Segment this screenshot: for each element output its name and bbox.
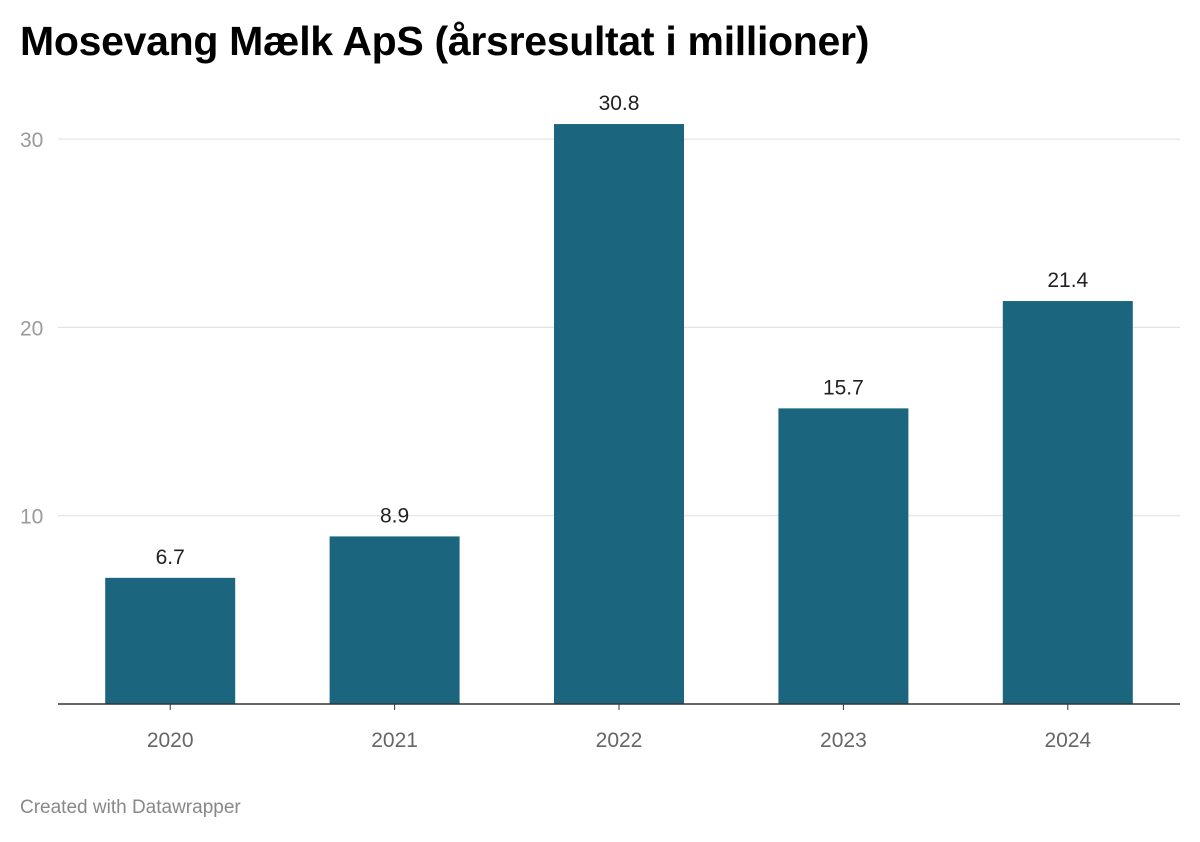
x-tick-label: 2020 — [147, 729, 194, 752]
y-tick-label: 20 — [20, 317, 43, 340]
x-tick-label: 2021 — [371, 729, 418, 752]
bar — [329, 536, 460, 704]
x-tick-label: 2022 — [596, 729, 643, 752]
x-tick-label: 2024 — [1044, 729, 1091, 752]
bar-value-label: 30.8 — [599, 92, 640, 115]
bar-value-label: 8.9 — [380, 504, 409, 527]
y-axis-ticks: 10 20 30 — [20, 129, 43, 529]
value-labels: 6.7 8.9 30.8 15.7 21.4 — [156, 92, 1089, 569]
bar — [105, 577, 236, 704]
chart-title: Mosevang Mælk ApS (årsresultat i million… — [20, 18, 870, 64]
x-tick-label: 2023 — [820, 729, 867, 752]
bar-value-label: 15.7 — [823, 376, 864, 399]
bar — [554, 124, 684, 704]
bar-value-label: 21.4 — [1047, 269, 1088, 292]
y-tick-label: 30 — [20, 129, 43, 152]
footer-credit: Created with Datawrapper — [20, 797, 241, 818]
bar-value-label: 6.7 — [156, 546, 185, 569]
bar — [1002, 301, 1133, 704]
y-tick-label: 10 — [20, 506, 43, 529]
bars — [105, 124, 1133, 704]
x-axis-ticks: 2020 2021 2022 2023 2024 — [147, 704, 1091, 752]
bar — [778, 408, 909, 704]
